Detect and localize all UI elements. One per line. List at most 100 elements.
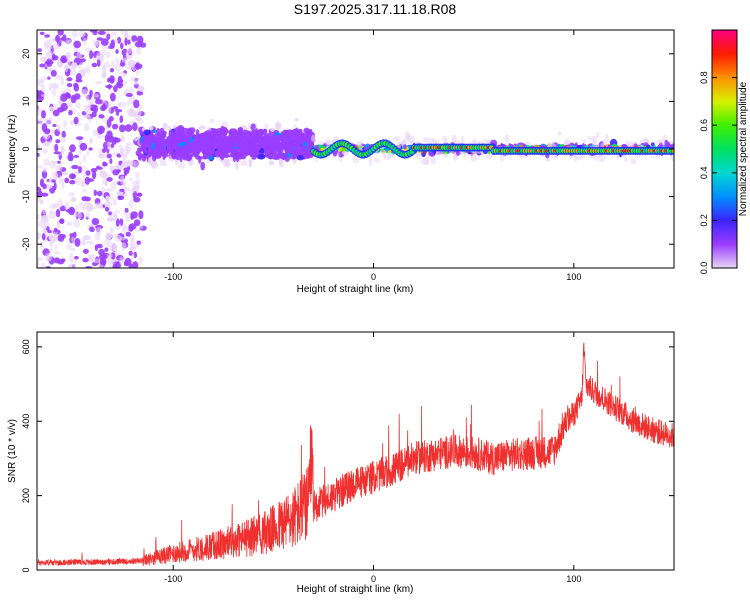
heatmap-cell — [47, 76, 51, 80]
heatmap-cell — [55, 139, 61, 144]
heatmap-cell — [74, 211, 78, 219]
heatmap-cell — [109, 226, 115, 234]
heatmap-cell — [267, 136, 276, 143]
heatmap-cell — [162, 122, 168, 130]
heatmap-cell — [51, 88, 57, 97]
heatmap-cell — [143, 129, 151, 136]
heatmap-cell — [48, 177, 53, 184]
heatmap-cell — [111, 31, 117, 36]
heatmap-cell — [95, 166, 103, 170]
heatmap-cell — [145, 143, 151, 147]
heatmap-cell — [39, 31, 45, 35]
heatmap-cell — [145, 135, 153, 143]
heatmap-cell — [430, 155, 436, 165]
heatmap-cell — [42, 233, 46, 241]
heatmap-cell — [119, 256, 124, 266]
heatmap-cell — [68, 264, 72, 268]
heatmap-cell — [368, 157, 373, 167]
heatmap-cell — [105, 51, 112, 59]
heatmap-cell — [109, 68, 115, 73]
heatmap-cell — [229, 128, 233, 135]
heatmap-cell — [240, 159, 248, 167]
heatmap-cell — [79, 166, 88, 174]
heatmap-cell — [73, 116, 79, 125]
heatmap-cell — [37, 190, 43, 197]
heatmap-cell — [209, 118, 215, 124]
heatmap-cell — [73, 47, 80, 52]
heatmap-cell — [235, 155, 240, 160]
heatmap-cell — [128, 223, 137, 230]
heatmap-cell — [45, 60, 54, 65]
heatmap-cell — [57, 233, 65, 242]
heatmap-cell — [74, 93, 81, 100]
heatmap-cell — [101, 148, 107, 154]
heatmap-cell — [167, 126, 171, 131]
heatmap-cell — [564, 138, 570, 146]
heatmap-cell — [117, 36, 122, 44]
heatmap-cell — [310, 134, 317, 142]
heatmap-cell — [81, 181, 85, 188]
heatmap-cell — [270, 127, 275, 132]
heatmap-cell — [55, 34, 61, 43]
heatmap-cell — [655, 139, 662, 145]
heatmap-cell — [125, 142, 134, 146]
heatmap-cell — [241, 144, 249, 149]
heatmap-cell — [392, 136, 401, 142]
heatmap-cell — [123, 152, 128, 159]
heatmap-cell — [112, 169, 120, 176]
heatmap-cell — [256, 129, 262, 136]
heatmap-cell — [141, 153, 147, 162]
heatmap-cell — [124, 187, 132, 192]
heatmap-cell — [274, 134, 281, 143]
line-y-axis-label: SNR (10 * v/v) — [7, 419, 18, 483]
heatmap-cell — [140, 240, 144, 244]
heatmap-cell — [53, 257, 60, 264]
heatmap-cell — [215, 156, 221, 161]
heatmap-cell — [295, 141, 304, 145]
heatmap-cell — [278, 148, 282, 157]
heatmap-cell — [268, 160, 275, 166]
heatmap-cell — [66, 222, 72, 226]
heatmap-cell — [116, 83, 124, 87]
heatmap-cell — [40, 94, 47, 98]
heatmap-cell — [307, 152, 311, 156]
heatmap-cell — [115, 111, 120, 116]
heatmap-cell — [112, 151, 118, 157]
heatmap-cell — [309, 141, 315, 146]
heatmap-cell — [288, 136, 297, 143]
heatmap-cell — [44, 252, 53, 262]
heatmap-cell — [134, 109, 142, 118]
heatmap-cell — [597, 153, 606, 163]
heatmap-cell — [115, 49, 119, 54]
heatmap-cell — [85, 211, 90, 219]
heatmap-cell — [160, 144, 165, 150]
heatmap-cell — [403, 144, 407, 150]
heatmap-cell — [56, 219, 61, 229]
heatmap-cell — [596, 132, 600, 139]
heatmap-cell — [245, 148, 249, 157]
heatmap-cell — [104, 238, 112, 248]
heatmap-cell — [82, 114, 90, 119]
heatmap-cell — [524, 141, 531, 146]
heatmap-cell — [66, 243, 72, 250]
heatmap-cell — [84, 176, 91, 185]
heatmap-cell — [69, 66, 76, 76]
heatmap-cell — [203, 149, 209, 155]
heatmap-cell — [70, 62, 78, 69]
heatmap-cell — [148, 148, 153, 152]
heatmap-cell — [120, 79, 124, 83]
heatmap-cell — [64, 64, 69, 73]
heatmap-cell — [235, 160, 239, 170]
heatmap-cell — [166, 144, 175, 153]
heatmap-cell — [109, 158, 113, 165]
heatmap-cell — [105, 232, 112, 240]
heatmap-cell — [96, 243, 103, 249]
heatmap-cell — [422, 136, 430, 144]
heatmap-cell — [37, 256, 44, 262]
heatmap-cell — [61, 177, 65, 185]
heatmap-cell — [64, 177, 70, 184]
heatmap-cell — [557, 130, 562, 136]
heatmap-cell — [91, 218, 100, 226]
heatmap-cell — [264, 148, 271, 157]
